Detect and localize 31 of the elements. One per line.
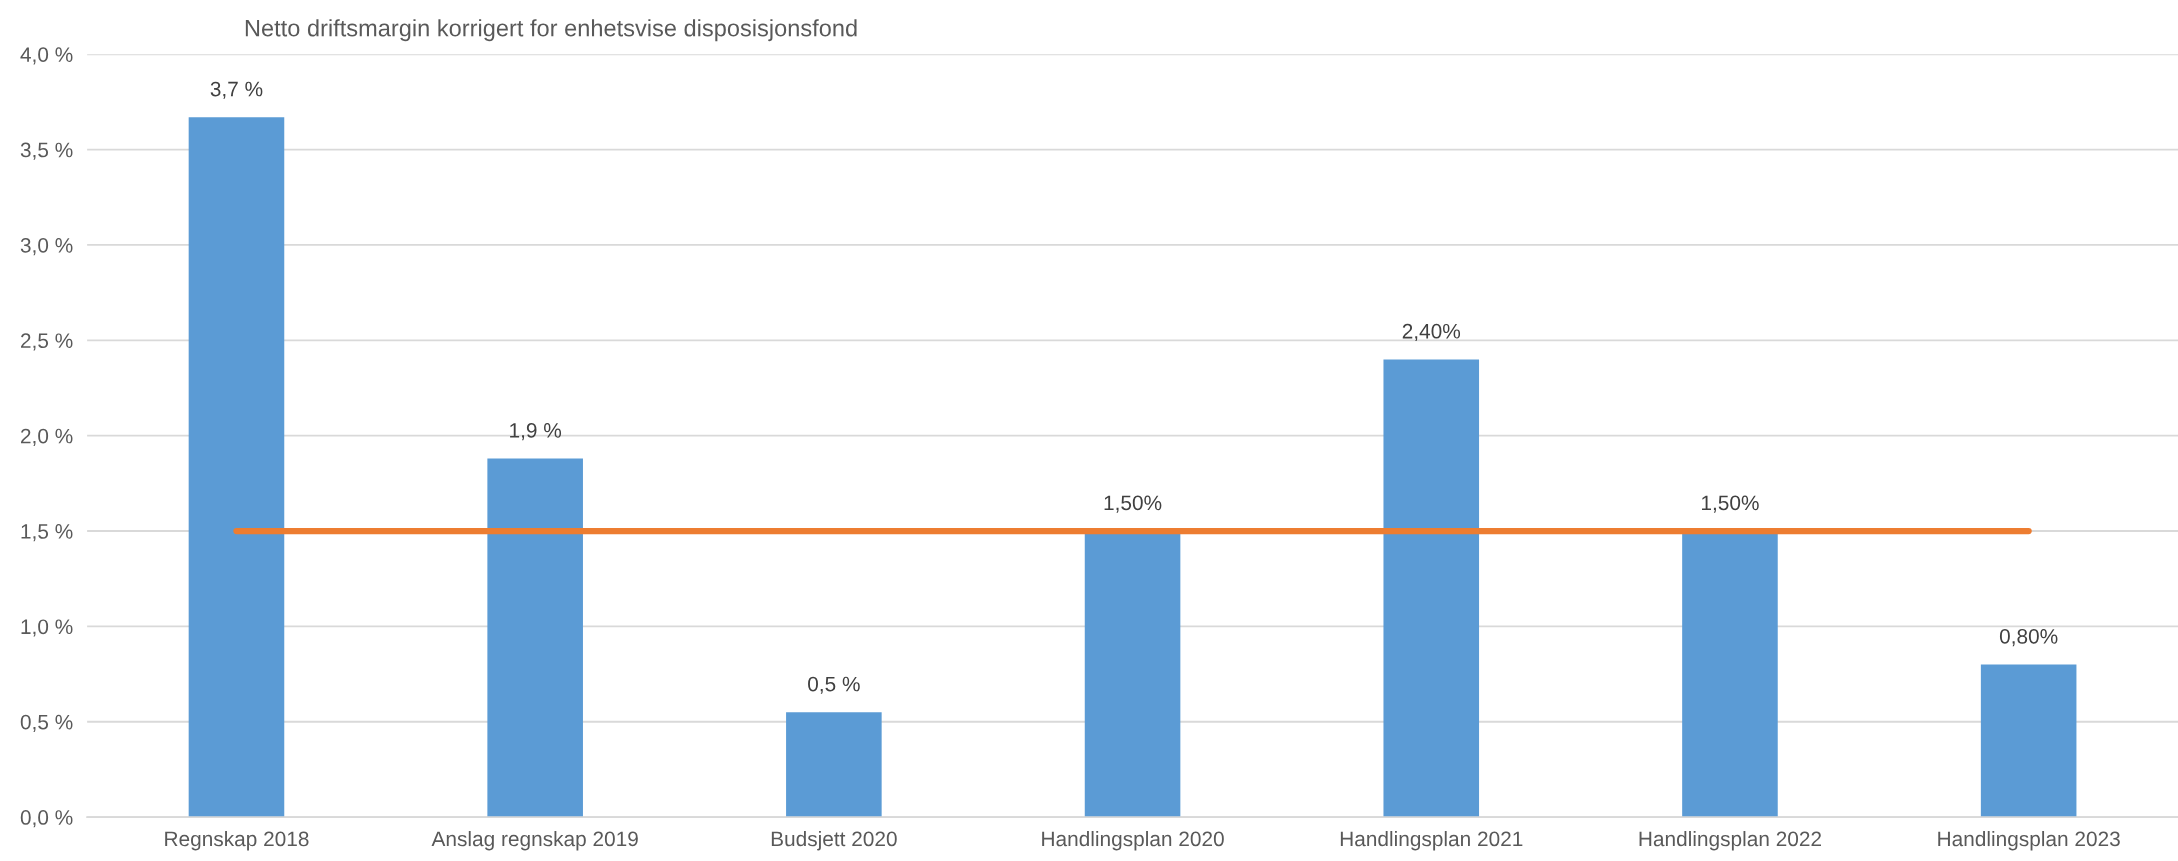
- data-label: 3,7 %: [210, 81, 263, 99]
- x-tick-label: Budsjett 2020: [771, 830, 897, 851]
- data-label: 0,5 %: [808, 676, 860, 694]
- bar: [1084, 531, 1181, 818]
- y-tick-label: 0,5 %: [20, 714, 73, 732]
- bar: [1682, 531, 1778, 818]
- x-tick-label: Handlingsplan 2023: [1938, 830, 2120, 851]
- y-tick-label: 0,0 %: [20, 810, 73, 828]
- y-tick-label: 1,0 %: [21, 619, 73, 637]
- y-tick-label: 2,0 %: [21, 428, 73, 446]
- data-label: 1,50%: [1104, 495, 1162, 513]
- bar: [1980, 664, 2077, 818]
- bar: [188, 117, 285, 818]
- data-label: 0,80%: [1999, 628, 2058, 647]
- x-tick-label: Anslag regnskap 2019: [431, 830, 638, 851]
- y-tick-label: 3,0 %: [20, 237, 73, 256]
- data-label: 1,9 %: [510, 423, 562, 441]
- bar: [487, 458, 583, 818]
- y-tick-label: 2,5 %: [21, 333, 73, 351]
- x-tick-label: Handlingsplan 2020: [1042, 830, 1224, 851]
- x-tick-label: Handlingsplan 2021: [1340, 830, 1523, 851]
- y-tick-label: 3,5 %: [20, 142, 73, 160]
- data-label: 1,50%: [1702, 495, 1759, 513]
- x-tick-label: Handlingsplan 2022: [1639, 830, 1821, 851]
- y-tick-label: 4,0 %: [20, 47, 73, 65]
- bar: [786, 712, 882, 818]
- y-tick-label: 1,5 %: [21, 524, 73, 542]
- x-tick-label: Regnskap 2018: [165, 830, 309, 851]
- data-label: 2,40%: [1402, 323, 1461, 342]
- bar: [1383, 359, 1480, 818]
- chart-title: Netto driftsmargin korrigert for enhetsvise disposisjonsfond: [245, 19, 857, 42]
